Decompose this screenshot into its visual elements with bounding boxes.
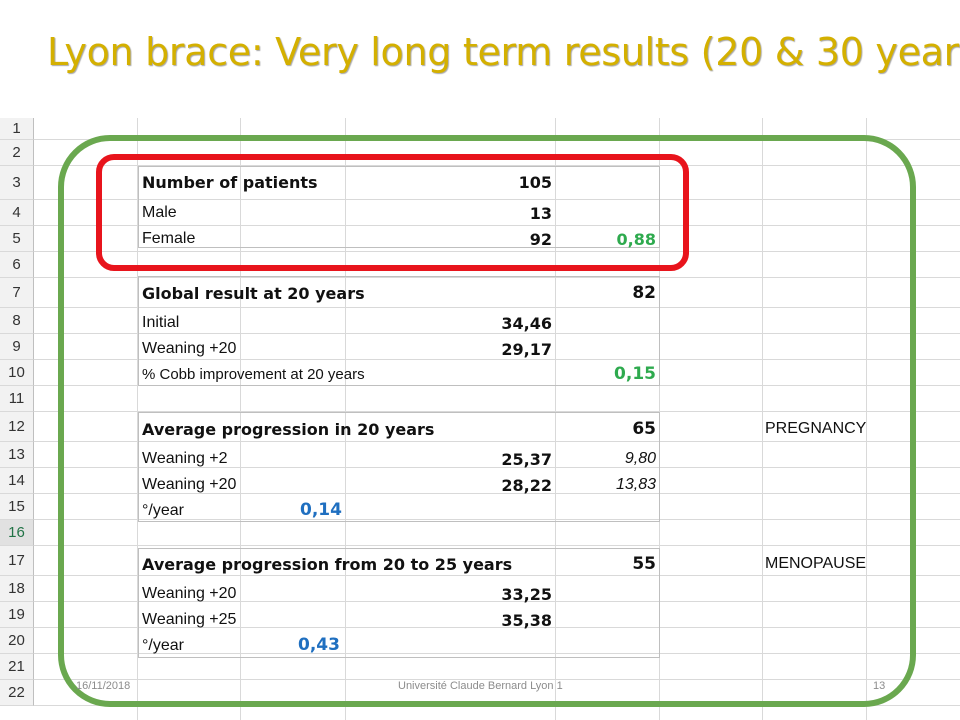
row-number-19[interactable]: 19 xyxy=(0,602,34,628)
progression20-header[interactable]: Average progression in 20 years xyxy=(142,420,435,439)
row-number-17[interactable]: 17 xyxy=(0,546,34,576)
grid-row xyxy=(0,628,960,654)
row-number-4[interactable]: 4 xyxy=(0,200,34,226)
patients-table-border xyxy=(138,166,660,248)
weaning2-value[interactable]: 25,37 xyxy=(501,450,552,469)
grid-row xyxy=(0,252,960,278)
rate20-label[interactable]: °/year xyxy=(142,502,184,519)
grid-row xyxy=(0,576,960,602)
column-divider xyxy=(555,118,556,720)
grid-row xyxy=(0,654,960,680)
column-divider xyxy=(762,118,763,720)
row-number-6[interactable]: 6 xyxy=(0,252,34,278)
grid-row xyxy=(0,200,960,226)
cobb-value[interactable]: 0,15 xyxy=(614,364,656,384)
row-number-20[interactable]: 20 xyxy=(0,628,34,654)
row-number-10[interactable]: 10 xyxy=(0,360,34,386)
grid-row xyxy=(0,468,960,494)
female-ratio[interactable]: 0,88 xyxy=(616,230,656,249)
row-number-9[interactable]: 9 xyxy=(0,334,34,360)
row-number-5[interactable]: 5 xyxy=(0,226,34,252)
row-number-12[interactable]: 12 xyxy=(0,412,34,442)
grid-row xyxy=(0,226,960,252)
female-value[interactable]: 92 xyxy=(529,230,552,249)
female-label[interactable]: Female xyxy=(142,230,196,247)
global-table-border xyxy=(138,276,660,386)
weaning20c-value[interactable]: 33,25 xyxy=(501,585,552,604)
row-number-1[interactable]: 1 xyxy=(0,118,34,140)
rate25-value[interactable]: 0,43 xyxy=(298,635,340,655)
weaning20-value[interactable]: 29,17 xyxy=(501,340,552,359)
grid-row xyxy=(0,308,960,334)
progression25-count[interactable]: 55 xyxy=(632,554,656,574)
spreadsheet: 1 2 3 4 5 6 7 8 9 10 11 12 13 14 15 16 17 18 19 20 21 22 Numb… xyxy=(0,118,960,720)
global-count[interactable]: 82 xyxy=(632,283,656,303)
column-divider xyxy=(240,118,241,720)
weaning20b-value[interactable]: 28,22 xyxy=(501,476,552,495)
initial-value[interactable]: 34,46 xyxy=(501,314,552,333)
row-number-7[interactable]: 7 xyxy=(0,278,34,308)
patients-header[interactable]: Number of patients xyxy=(142,173,318,192)
progression20-count[interactable]: 65 xyxy=(632,419,656,439)
row-number-8[interactable]: 8 xyxy=(0,308,34,334)
grid-row xyxy=(0,386,960,412)
column-divider xyxy=(345,118,346,720)
initial-label[interactable]: Initial xyxy=(142,314,180,331)
row-number-15[interactable]: 15 xyxy=(0,494,34,520)
weaning20c-label[interactable]: Weaning +20 xyxy=(142,585,237,602)
grid-row xyxy=(0,602,960,628)
row-number-18[interactable]: 18 xyxy=(0,576,34,602)
weaning25-label[interactable]: Weaning +25 xyxy=(142,611,237,628)
slide-title: Lyon brace: Very long term results (20 &… xyxy=(47,30,960,74)
patients-total[interactable]: 105 xyxy=(518,173,552,192)
male-value[interactable]: 13 xyxy=(529,204,552,223)
grid-row xyxy=(0,494,960,520)
weaning25-value[interactable]: 35,38 xyxy=(501,611,552,630)
weaning2-extra[interactable]: 9,80 xyxy=(624,450,656,467)
row-number-22[interactable]: 22 xyxy=(0,680,34,706)
weaning2-label[interactable]: Weaning +2 xyxy=(142,450,228,467)
footer-date: 16/11/2018 xyxy=(76,680,131,692)
footer-page: 13 xyxy=(873,680,886,692)
progression20-table-border xyxy=(138,412,660,522)
column-divider xyxy=(137,118,138,720)
row-number-14[interactable]: 14 xyxy=(0,468,34,494)
grid-row xyxy=(0,166,960,200)
rate20-value[interactable]: 0,14 xyxy=(300,500,342,520)
grid-row xyxy=(0,140,960,166)
grid-row xyxy=(0,412,960,442)
row-number-3[interactable]: 3 xyxy=(0,166,34,200)
global-header[interactable]: Global result at 20 years xyxy=(142,284,365,303)
grid-row xyxy=(0,546,960,576)
footer-center: Université Claude Bernard Lyon 1 xyxy=(398,680,563,692)
green-highlight-frame xyxy=(58,135,916,707)
male-label[interactable]: Male xyxy=(142,204,177,221)
grid-row xyxy=(0,520,960,546)
progression25-header[interactable]: Average progression from 20 to 25 years xyxy=(142,555,513,574)
row-number-13[interactable]: 13 xyxy=(0,442,34,468)
weaning20b-extra[interactable]: 13,83 xyxy=(615,476,656,493)
grid-row xyxy=(0,334,960,360)
row-number-11[interactable]: 11 xyxy=(0,386,34,412)
row-number-16[interactable]: 16 xyxy=(0,520,34,546)
menopause-note[interactable]: MENOPAUSE xyxy=(765,555,867,572)
red-highlight-frame xyxy=(96,154,689,271)
rate25-label[interactable]: °/year xyxy=(142,637,184,654)
row-number-21[interactable]: 21 xyxy=(0,654,34,680)
pregnancy-note[interactable]: PREGNANCY xyxy=(765,420,867,437)
grid-row xyxy=(0,442,960,468)
column-divider xyxy=(866,118,867,720)
row-number-2[interactable]: 2 xyxy=(0,140,34,166)
weaning20-label[interactable]: Weaning +20 xyxy=(142,340,237,357)
progression25-table-border xyxy=(138,548,660,658)
grid-row xyxy=(0,278,960,308)
weaning20b-label[interactable]: Weaning +20 xyxy=(142,476,237,493)
cobb-label[interactable]: % Cobb improvement at 20 years xyxy=(142,366,365,383)
